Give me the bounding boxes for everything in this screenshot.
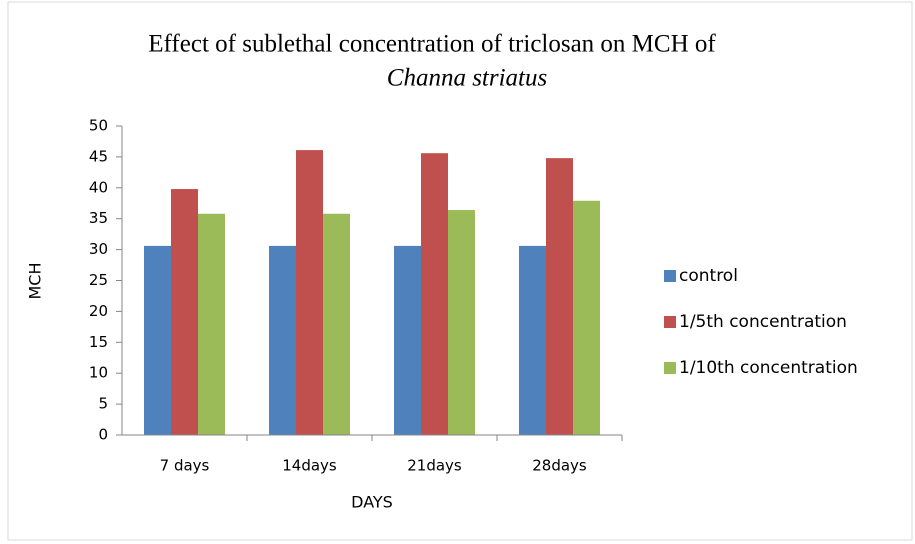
bar <box>323 213 350 435</box>
bar <box>421 153 448 435</box>
x-tick-label: 14days <box>282 457 337 475</box>
legend-swatch <box>664 362 676 374</box>
legend-label: 1/10th concentration <box>679 358 858 378</box>
y-tick-label: 5 <box>98 395 108 413</box>
legend-label: 1/5th concentration <box>679 312 847 332</box>
bar <box>269 245 296 435</box>
legend-swatch <box>664 316 676 328</box>
bar <box>144 245 171 435</box>
chart-title: Effect of sublethal concentration of tri… <box>148 31 716 58</box>
bar <box>171 189 198 435</box>
chart-title: Channa striatus <box>387 65 547 92</box>
bar <box>198 213 225 435</box>
legend-label: control <box>679 266 738 286</box>
y-tick-label: 40 <box>89 178 108 196</box>
x-tick-label: 28days <box>532 457 587 475</box>
bar <box>296 150 323 436</box>
y-tick-label: 10 <box>89 364 108 382</box>
y-tick-label: 30 <box>89 240 108 258</box>
bar <box>519 245 546 435</box>
y-axis-label: MCH <box>26 262 45 299</box>
y-tick-label: 45 <box>89 147 108 165</box>
y-tick-label: 25 <box>89 271 108 289</box>
bar <box>394 245 421 435</box>
x-tick-label: 7 days <box>160 457 210 475</box>
y-tick-label: 15 <box>89 333 108 351</box>
bar <box>546 158 573 436</box>
x-tick-label: 21days <box>407 457 462 475</box>
y-tick-label: 0 <box>98 426 108 444</box>
x-axis-label: DAYS <box>351 493 393 512</box>
y-tick-label: 50 <box>89 117 108 135</box>
legend-swatch <box>664 270 676 282</box>
y-tick-label: 20 <box>89 302 108 320</box>
bar <box>573 200 600 435</box>
bar <box>448 210 475 435</box>
y-tick-label: 35 <box>89 209 108 227</box>
